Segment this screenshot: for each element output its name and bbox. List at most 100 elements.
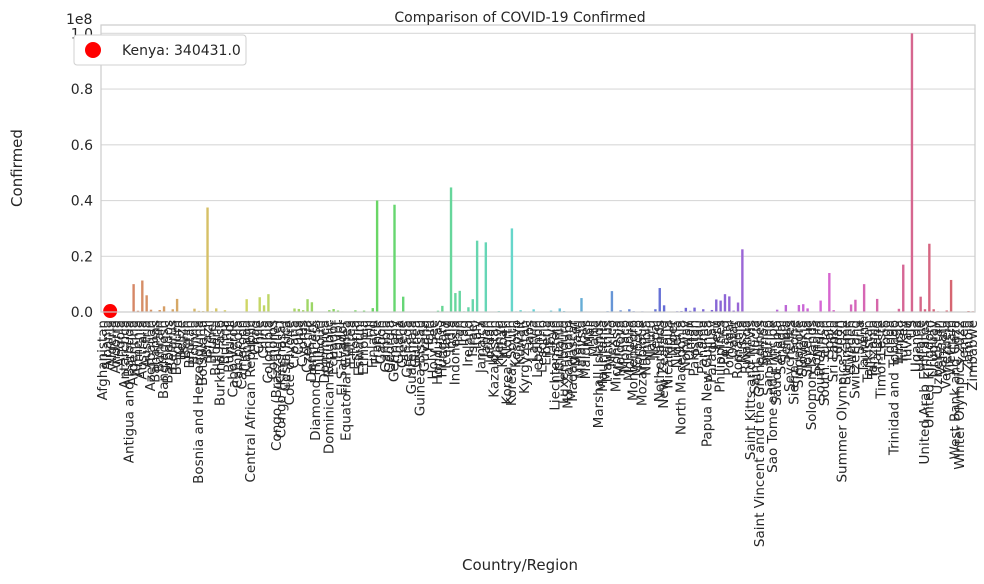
bar (723, 294, 727, 312)
x-tick-label: Holy See (426, 320, 442, 380)
x-tick-label: Suriname (839, 320, 855, 385)
bar (471, 299, 474, 312)
x-tick-label: Samoa (756, 320, 772, 367)
x-tick-label: Bangladesh (156, 320, 172, 399)
x-tick-label: Pakistan (687, 320, 703, 377)
x-tick-label: Japan (478, 320, 494, 359)
x-tick-label: Colombia (260, 320, 276, 383)
bar (923, 309, 927, 312)
x-tick-label: India (443, 320, 459, 353)
x-tick-label: Jordan (482, 320, 498, 364)
bar (610, 291, 614, 312)
x-tick-label: Philippines (713, 320, 729, 393)
x-tick-label: Switzerland (847, 320, 863, 399)
legend: Kenya: 340431.0 (73, 34, 247, 66)
x-tick-label: Malta (587, 320, 603, 357)
x-tick-label: Indonesia (447, 320, 463, 385)
bar (175, 298, 179, 312)
bar (371, 308, 374, 312)
x-tick-label: Barbados (160, 320, 176, 384)
x-tick-label: Belarus (165, 320, 181, 371)
bar (741, 249, 744, 312)
x-tick-label: Summer Olympics 2020 (834, 320, 850, 483)
x-tick-label: Paraguay (704, 320, 720, 383)
x-tick-label: Palau (691, 320, 707, 356)
x-tick-label: Turkey (895, 320, 911, 365)
bar (549, 310, 553, 312)
x-tick-label: Canada (239, 320, 255, 371)
x-tick-label: Saint Kitts and Nevis (743, 320, 759, 460)
x-tick-label: North Macedonia (673, 320, 689, 435)
y-tick-label: 0.4 (71, 194, 93, 210)
x-tick-label: China (256, 320, 272, 359)
x-tick-label: Saint Vincent and the Grenadines (752, 320, 768, 547)
x-tick-label: Bulgaria (208, 320, 224, 376)
x-tick-label: Tunisia (891, 320, 907, 367)
x-tick-label: Thailand (869, 320, 885, 379)
x-tick-label: Tonga (882, 320, 898, 361)
x-tick-label: Sierra Leone (787, 320, 803, 405)
legend-box (73, 34, 247, 66)
bar (193, 308, 196, 312)
x-tick-label: Nicaragua (660, 320, 676, 389)
x-tick-label: Haiti (421, 320, 437, 351)
x-tick-label: Oman (682, 320, 698, 361)
x-tick-label: Andorra (108, 320, 124, 374)
x-tick-label: Marshall Islands (591, 320, 607, 428)
x-tick-label: Dominica (317, 320, 333, 384)
legend-label: Kenya: 340431.0 (122, 43, 241, 59)
x-tick-label: Honduras (430, 320, 446, 385)
x-tick-label: Iraq (456, 320, 472, 346)
x-tick-label: Winter Olympics 2022 (952, 320, 968, 470)
x-tick-label: Iceland (439, 320, 455, 369)
x-tick-label: Eritrea (343, 320, 359, 365)
x-tick-label: Timor-Leste (874, 320, 890, 400)
x-tick-label: Central African Republic (243, 320, 259, 483)
x-tick-label: Moldova (613, 320, 629, 377)
x-tick-label: Singapore (791, 320, 807, 388)
bar (306, 299, 309, 312)
bar (158, 309, 161, 312)
x-tick-label: Cyprus (295, 320, 311, 367)
x-tick-label: Algeria (104, 320, 120, 367)
x-tick-label: Latvia (526, 320, 542, 361)
x-tick-label: Ghana (391, 320, 407, 364)
x-tick-label: Bhutan (182, 320, 198, 369)
x-tick-label: Mauritius (600, 320, 616, 382)
x-tick-label: Sri Lanka (826, 320, 842, 382)
x-tick-label: Grenada (400, 320, 416, 378)
x-tick-label: Namibia (639, 320, 655, 376)
x-tick-label: Lithuania (552, 320, 568, 383)
x-tick-label: Cambodia (230, 320, 246, 388)
bar (149, 309, 153, 312)
x-tick-label: Guinea-Bissau (413, 320, 429, 416)
x-tick-label: Uzbekistan (930, 320, 946, 395)
x-tick-label: Austria (139, 320, 155, 368)
x-axis-label: Country/Region (462, 556, 578, 574)
y-axis-multiplier: 1e8 (66, 12, 92, 28)
bar (919, 296, 922, 312)
bar (806, 308, 809, 312)
x-tick-label: Micronesia (608, 320, 624, 392)
y-tick-label: 0.2 (71, 249, 93, 265)
x-tick-label: Vanuatu (934, 320, 950, 376)
x-tick-label: Rwanda (739, 320, 755, 374)
x-tick-label: Cuba (291, 320, 307, 355)
x-tick-label: Diamond Princess (308, 320, 324, 441)
x-tick-label: South Africa (813, 320, 829, 402)
bar (310, 302, 314, 312)
bar (136, 310, 140, 312)
x-tick-label: Burundi (221, 320, 237, 373)
x-tick-label: France (369, 320, 385, 365)
x-tick-label: Guatemala (404, 320, 420, 394)
kenya-marker (103, 304, 118, 319)
x-tick-label: Malawi (569, 320, 585, 367)
bar (245, 299, 248, 312)
x-tick-label: Sudan (830, 320, 846, 363)
bar (580, 298, 583, 312)
bar (262, 305, 266, 312)
y-tick-label: 0.0 (71, 305, 93, 321)
bar (354, 310, 357, 312)
x-tick-label: Czechia (300, 320, 316, 373)
